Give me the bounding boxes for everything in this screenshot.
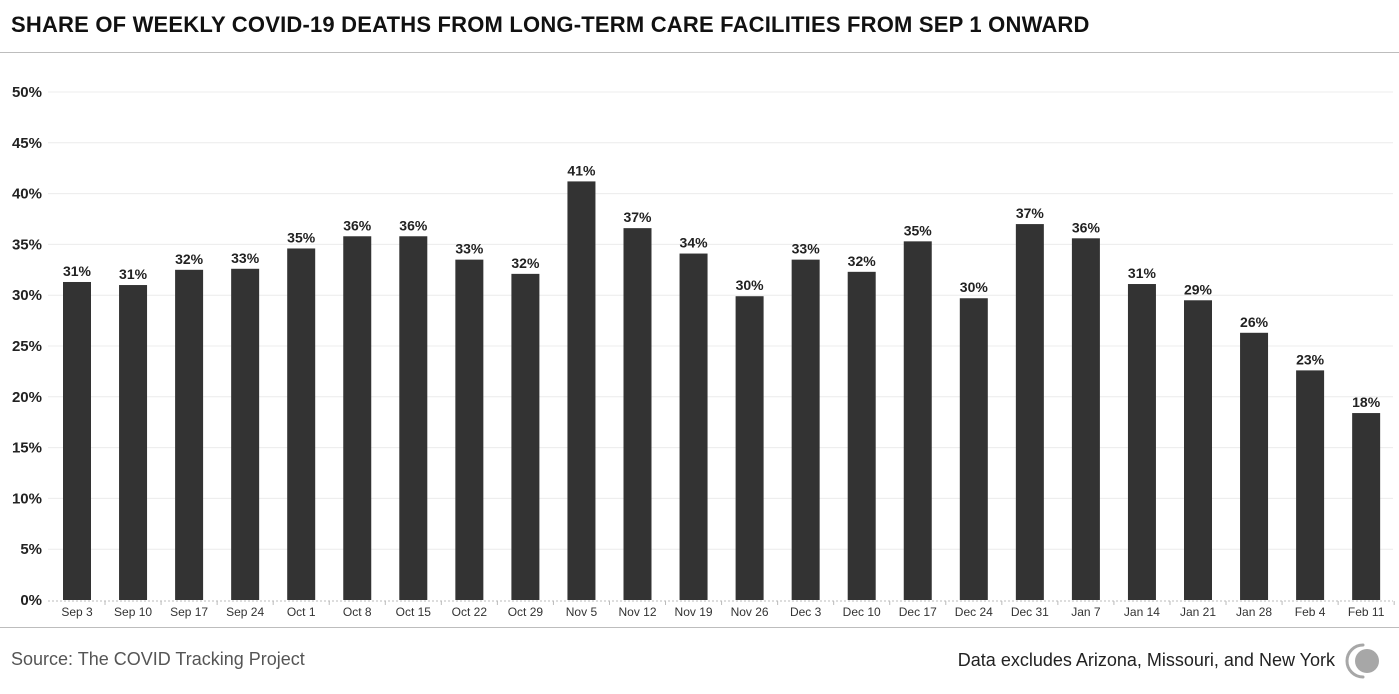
data-label: 35% (287, 229, 316, 245)
x-tick-label: Nov 12 (618, 605, 656, 619)
data-label: 32% (511, 255, 540, 271)
x-tick-label: Jan 28 (1236, 605, 1272, 619)
x-tick-label: Dec 10 (843, 605, 881, 619)
data-label: 33% (792, 241, 821, 257)
footer-divider (0, 627, 1399, 628)
data-label: 34% (680, 235, 709, 251)
x-tick-label: Jan 14 (1124, 605, 1160, 619)
y-tick-label: 10% (12, 490, 42, 507)
y-tick-label: 5% (20, 541, 42, 558)
x-tick-label: Nov 26 (731, 605, 769, 619)
bar (1240, 332, 1269, 600)
bar (119, 285, 148, 600)
bar-chart: 0% 5% 10% 15% 20% 25% 30% 35% 40% 45% 50% 31% 31% 32… (12, 84, 1395, 619)
y-tick-label: 45% (12, 135, 42, 152)
x-tick-label: Oct 15 (396, 605, 432, 619)
title-divider (0, 52, 1399, 53)
x-tick-label: Nov 5 (566, 605, 598, 619)
x-tick-label: Nov 19 (675, 605, 713, 619)
source-credit: Source: The COVID Tracking Project (11, 649, 305, 669)
x-tick-label: Oct 1 (287, 605, 316, 619)
data-label: 33% (231, 250, 260, 266)
x-tick-label: Dec 24 (955, 605, 993, 619)
bar (511, 273, 540, 600)
data-labels: 31% 31% 32% 33% 35% 36% 36% 33% 32% 41% 37% 34% 30% 3… (63, 162, 1381, 410)
bar (847, 271, 876, 600)
x-tick-label: Jan 21 (1180, 605, 1216, 619)
data-label: 31% (1128, 265, 1157, 281)
covid-tracking-project-logo-icon (1345, 643, 1379, 679)
y-tick-label: 30% (12, 287, 42, 304)
bar (1184, 300, 1212, 600)
y-tick-label: 20% (12, 389, 42, 406)
x-tick-label: Dec 31 (1011, 605, 1049, 619)
y-tick-label: 25% (12, 338, 42, 355)
data-label: 18% (1352, 394, 1381, 410)
chart-title: SHARE OF WEEKLY COVID-19 DEATHS FROM LON… (11, 12, 1090, 37)
data-note: Data excludes Arizona, Missouri, and New… (957, 650, 1335, 670)
bar (791, 259, 820, 600)
bar (175, 269, 204, 600)
bar (1071, 238, 1100, 600)
y-tick-label: 50% (12, 84, 42, 101)
bar (623, 228, 652, 601)
gridlines (48, 91, 1393, 602)
x-tick-label: Feb 11 (1348, 605, 1385, 619)
y-tick-label: 0% (20, 592, 42, 609)
bar (1296, 370, 1325, 600)
data-label: 36% (1072, 219, 1101, 235)
x-tick-label: Sep 24 (226, 605, 264, 619)
data-label: 41% (567, 162, 596, 178)
bar (231, 268, 260, 600)
x-tick-label: Oct 8 (343, 605, 372, 619)
data-label: 30% (736, 277, 765, 293)
bar (455, 259, 484, 600)
data-label: 37% (623, 209, 652, 225)
y-axis-ticks: 0% 5% 10% 15% 20% 25% 30% 35% 40% 45% 50% (12, 84, 42, 609)
x-tick-label: Sep 10 (114, 605, 152, 619)
x-tick-label: Sep 17 (170, 605, 208, 619)
y-tick-label: 40% (12, 186, 42, 203)
x-tick-label: Feb 4 (1295, 605, 1326, 619)
bar (1352, 413, 1381, 600)
data-label: 36% (399, 217, 428, 233)
data-label: 31% (63, 263, 92, 279)
x-axis-ticks: Sep 3 Sep 10 Sep 17 Sep 24 Oct 1 Oct 8 Oct 15 O… (61, 601, 1395, 619)
data-label: 32% (175, 251, 204, 267)
bar (567, 181, 596, 600)
y-tick-label: 35% (12, 236, 42, 253)
bar (1015, 224, 1044, 600)
x-tick-label: Sep 3 (61, 605, 93, 619)
data-label: 35% (904, 222, 933, 238)
data-label: 23% (1296, 351, 1325, 367)
bar (1127, 284, 1156, 600)
data-label: 31% (119, 266, 148, 282)
y-tick-label: 15% (12, 440, 42, 457)
x-tick-label: Dec 3 (790, 605, 822, 619)
bar (343, 236, 372, 600)
bar (735, 296, 764, 600)
data-label: 29% (1184, 281, 1213, 297)
data-label: 30% (960, 279, 989, 295)
x-tick-label: Dec 17 (899, 605, 937, 619)
x-tick-label: Jan 7 (1071, 605, 1101, 619)
bar (63, 281, 91, 600)
data-label: 26% (1240, 314, 1269, 330)
data-label: 32% (848, 253, 877, 269)
bar (679, 253, 708, 600)
bar (903, 241, 932, 601)
bar (287, 248, 316, 601)
data-label: 33% (455, 241, 484, 257)
data-label: 36% (343, 217, 372, 233)
x-tick-label: Oct 22 (452, 605, 488, 619)
bar (399, 236, 428, 600)
bar (959, 298, 988, 600)
x-tick-label: Oct 29 (508, 605, 544, 619)
bars (63, 181, 1381, 601)
data-label: 37% (1016, 205, 1045, 221)
